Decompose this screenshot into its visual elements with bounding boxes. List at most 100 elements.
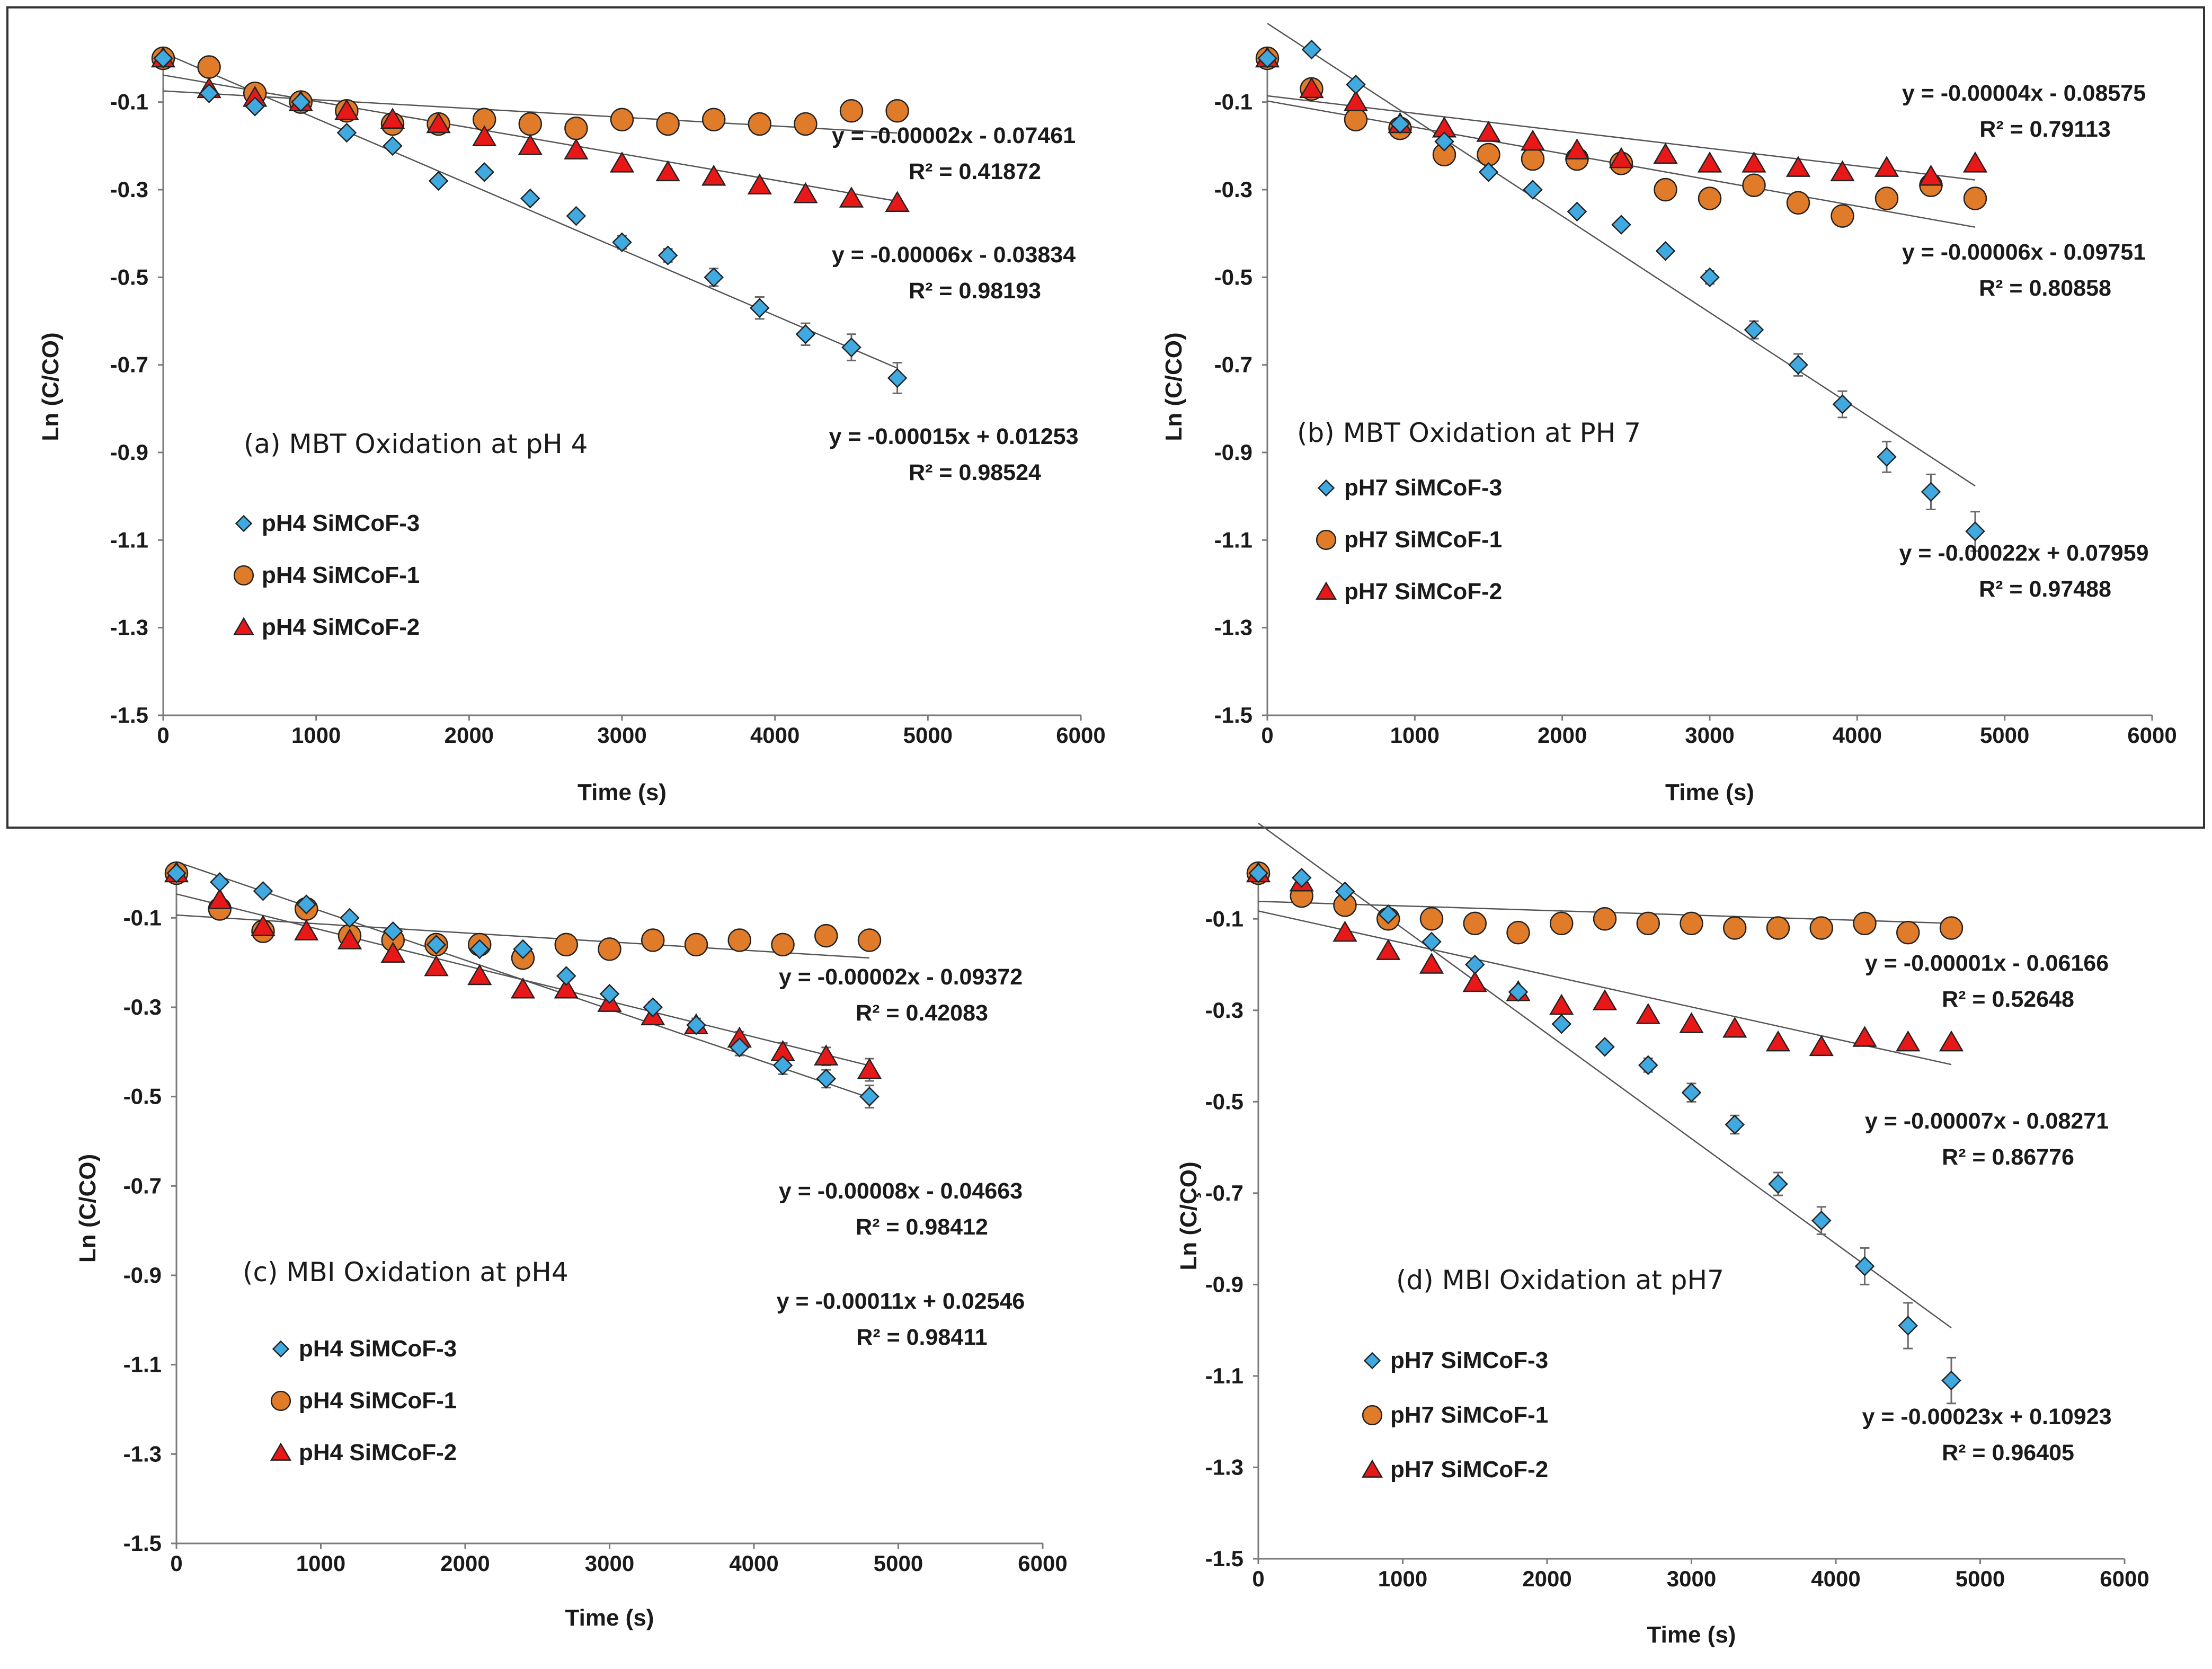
data-point-triangle [1653,143,1678,164]
legend-label: pH4 SiMCoF-3 [262,510,420,536]
panel-d: -0.1 -0.3 -0.5 -0.7 -0.9 -1.1 -1.3 -1.5 0 1000 200… [1176,822,2149,1648]
y-tick-label: -0.9 [1214,440,1252,465]
legend-marker-diamond [235,514,253,532]
data-point-circle [885,99,909,123]
legend-marker-circle [270,1390,291,1411]
data-point-circle [610,108,634,131]
y-tick-label: -1.5 [1205,1546,1243,1571]
data-point-diamond [340,908,360,928]
data-point-diamond [658,245,678,265]
data-point-diamond [1595,1037,1615,1057]
data-point-triangle [655,160,680,182]
data-point-diamond [1744,319,1764,340]
legend-label: pH4 SiMCoF-2 [299,1440,457,1466]
y-tick-label: -0.5 [1205,1089,1243,1114]
data-point-circle [656,112,680,136]
data-point-diamond [1921,482,1941,502]
data-point-diamond [1378,904,1399,925]
data-point-circle [1742,173,1766,197]
data-point-diamond [253,881,273,901]
data-point-triangle [380,108,405,129]
legend-label: pH4 SiMCoF-2 [262,614,420,640]
data-point-triangle [1609,147,1634,168]
data-point-triangle [609,151,635,173]
fit-equation: y = -0.00008x - 0.04663 [779,1178,1023,1204]
x-tick-label: 2000 [440,1551,490,1576]
data-point-circle [727,928,751,952]
data-point-triangle [1462,971,1487,992]
y-tick-label: -0.5 [110,264,148,289]
data-point-diamond [612,232,632,252]
x-tick-label: 3000 [1667,1566,1716,1591]
x-axis-title: Time (s) [1647,1622,1736,1648]
data-point-diamond [1725,1114,1745,1135]
legend-label: pH7 SiMCoF-1 [1390,1402,1548,1428]
data-point-triangle [337,928,362,949]
y-tick-label: -0.7 [123,1173,162,1198]
data-point-circle [1809,916,1833,940]
data-point-triangle [1476,121,1501,142]
data-point-diamond [1681,1082,1702,1103]
data-point-circle [1344,108,1368,131]
data-point-diamond [729,1037,750,1058]
data-point-diamond [296,894,317,915]
fit-r-squared: R² = 0.41872 [909,159,1041,184]
panel-b: -0.1 -0.3 -0.5 -0.7 -0.9 -1.1 -1.3 -1.5 0 1000 200… [1161,23,2177,805]
data-point-diamond [1898,1316,1918,1336]
x-tick-label: 5000 [874,1551,923,1576]
data-point-diamond [1434,131,1454,152]
panel-a: -0.1 -0.3 -0.5 -0.7 -0.9 -1.1 -1.3 -1.5 0 1000 200… [38,46,1106,805]
y-tick-label: -1.5 [123,1531,162,1556]
y-tick-label: -0.1 [110,90,148,114]
y-tick-label: -0.5 [123,1084,162,1109]
data-point-diamond [1811,1210,1832,1231]
legend-marker-circle [233,565,254,586]
data-point-circle [1896,920,1920,945]
trendline-circle [163,90,898,134]
fit-equation: y = -0.00004x - 0.08575 [1902,81,2146,106]
data-point-circle [1766,916,1790,940]
data-point-diamond [1611,215,1631,235]
x-tick-label: 3000 [597,723,646,748]
data-point-triangle [1918,164,1943,186]
data-point-diamond [383,136,403,156]
data-point-diamond [887,368,908,388]
y-tick-label: -1.1 [110,527,148,552]
data-point-triangle [294,919,319,940]
data-point-circle [1853,911,1877,936]
data-point-triangle [839,187,864,208]
data-point-diamond [1877,447,1897,467]
data-point-diamond [291,92,311,112]
data-point-triangle [1332,920,1357,942]
data-point-diamond [1655,241,1676,261]
fit-r-squared: R² = 0.79113 [1979,117,2110,142]
y-tick-label: -1.5 [110,703,148,727]
fit-equation: y = -0.00023x + 0.10923 [1862,1404,2111,1430]
data-point-diamond [599,983,620,1004]
fit-r-squared: R² = 0.86776 [1942,1144,2074,1170]
data-point-diamond [686,1015,706,1035]
x-tick-label: 0 [157,723,169,748]
y-tick-label: -0.9 [110,440,148,465]
y-axis-title: Ln (C/CO) [38,332,64,441]
data-point-circle [1698,187,1722,210]
x-tick-label: 5000 [1980,723,2029,748]
data-point-diamond [199,83,219,103]
data-point-triangle [885,191,910,212]
data-point-diamond [209,872,230,892]
legend-label: pH7 SiMCoF-3 [1390,1347,1548,1373]
data-point-diamond [772,1055,793,1076]
x-tick-label: 6000 [1018,1551,1067,1576]
data-point-triangle [424,955,449,976]
data-point-diamond [336,122,357,143]
top-panels-frame [6,6,2205,829]
y-tick-label: -0.1 [1214,90,1252,114]
data-point-triangle [1376,939,1401,960]
panel-title: (a) MBT Oxidation at pH 4 [244,429,588,459]
x-tick-label: 6000 [1056,723,1105,748]
data-point-circle [1463,911,1487,936]
data-point-diamond [1832,394,1853,414]
legend-marker-diamond [1317,479,1335,497]
data-point-triangle [1896,1030,1921,1052]
